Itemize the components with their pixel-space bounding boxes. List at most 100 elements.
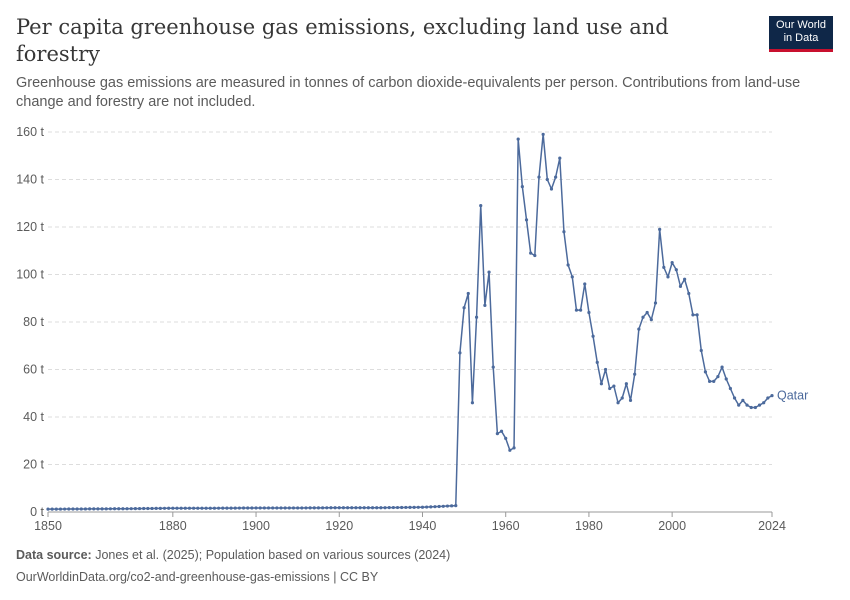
data-point <box>370 506 375 510</box>
data-point <box>75 507 79 511</box>
data-point <box>150 506 154 511</box>
data-point <box>437 504 441 509</box>
data-point <box>179 506 183 510</box>
data-point <box>304 506 308 510</box>
data-point <box>479 204 483 208</box>
x-tick-label: 1850 <box>34 519 62 533</box>
data-point <box>341 506 346 510</box>
data-point <box>466 291 470 296</box>
data-point <box>412 505 416 509</box>
data-point <box>508 448 512 452</box>
y-tick-label: 140 t <box>16 173 44 187</box>
data-point <box>266 506 271 510</box>
data-point <box>741 398 745 402</box>
data-point <box>71 507 75 511</box>
url-note[interactable]: OurWorldinData.org/co2-and-greenhouse-ga… <box>16 570 379 584</box>
data-point <box>683 277 687 281</box>
data-point <box>400 505 404 510</box>
data-point <box>757 403 762 407</box>
y-tick-label: 100 t <box>16 268 44 282</box>
data-point <box>628 398 633 402</box>
data-point <box>579 308 583 312</box>
data-point <box>100 507 104 511</box>
data-point <box>404 505 408 510</box>
data-point <box>387 506 391 510</box>
data-point <box>308 506 312 510</box>
data-point <box>246 506 250 510</box>
data-point <box>529 251 533 255</box>
data-point <box>737 403 741 407</box>
data-point <box>620 396 624 400</box>
data-point <box>167 506 171 510</box>
data-point <box>258 506 262 510</box>
data-point <box>599 382 604 386</box>
data-point <box>495 432 499 436</box>
data-point <box>499 429 504 433</box>
data-point <box>54 507 58 511</box>
data-point <box>658 227 662 231</box>
data-point <box>296 506 300 510</box>
data-point <box>354 506 358 510</box>
owid-logo[interactable]: Our World in Data <box>769 16 833 52</box>
data-point <box>108 507 113 511</box>
data-point <box>321 506 325 510</box>
data-point <box>637 327 641 331</box>
data-point <box>287 506 291 510</box>
data-point <box>92 507 96 511</box>
data-point <box>325 506 329 510</box>
data-point <box>770 394 774 398</box>
data-point <box>695 313 699 317</box>
data-point <box>450 504 454 508</box>
data-point <box>707 379 712 383</box>
data-point <box>316 506 321 510</box>
data-point <box>329 506 333 510</box>
data-point <box>666 275 670 279</box>
data-point <box>699 348 703 353</box>
data-point <box>366 506 370 510</box>
data-point <box>429 505 433 509</box>
data-point <box>520 185 524 189</box>
data-point <box>674 268 678 272</box>
data-point <box>350 506 354 510</box>
data-point <box>420 505 425 509</box>
data-point <box>587 310 591 315</box>
data-point <box>591 334 595 338</box>
x-tick-label: 1880 <box>159 519 187 533</box>
source-label: Data source: <box>16 548 92 562</box>
data-point <box>254 506 258 510</box>
data-point <box>728 386 732 391</box>
x-tick-label: 1980 <box>575 519 603 533</box>
data-point <box>345 506 350 510</box>
data-point <box>433 505 437 509</box>
x-tick-label: 2024 <box>758 519 786 533</box>
data-point <box>425 505 429 509</box>
data-point <box>504 436 508 440</box>
data-point <box>158 506 162 510</box>
y-tick-label: 40 t <box>23 410 44 424</box>
data-point <box>545 177 549 182</box>
data-point <box>125 507 129 511</box>
data-point <box>624 382 628 386</box>
data-point <box>375 506 379 510</box>
data-point <box>645 310 649 315</box>
data-point <box>649 318 653 322</box>
y-tick-label: 20 t <box>23 458 44 472</box>
data-point <box>283 506 287 510</box>
data-point <box>79 507 83 511</box>
data-point <box>603 367 608 372</box>
source-text[interactable]: Jones et al. (2025); Population based on… <box>95 548 451 562</box>
series-label-qatar: Qatar <box>777 389 808 403</box>
data-point <box>395 505 400 510</box>
data-point <box>58 507 63 511</box>
data-point <box>583 282 587 286</box>
data-point <box>474 315 479 319</box>
data-point <box>83 507 88 511</box>
data-point <box>691 313 695 317</box>
data-point <box>112 507 117 511</box>
data-point <box>121 507 125 511</box>
data-point <box>241 506 246 510</box>
data-point <box>766 396 770 400</box>
logo-line-1: Our World <box>776 19 826 31</box>
data-point <box>612 384 616 388</box>
